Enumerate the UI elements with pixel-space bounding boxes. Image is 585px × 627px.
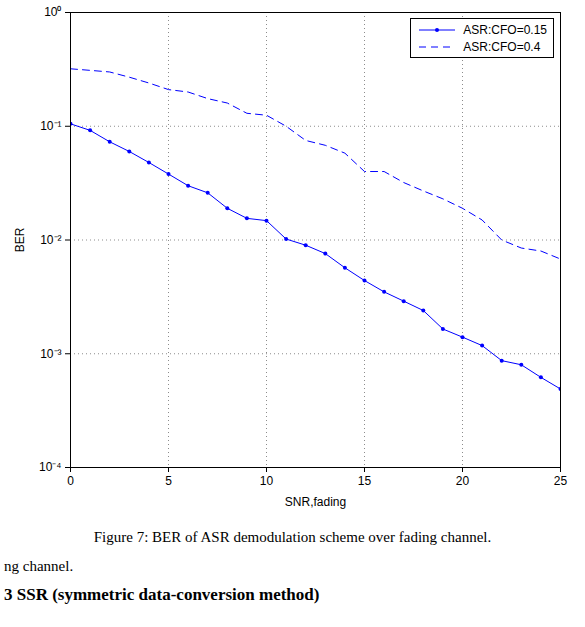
html-text:3 SSR (symmetric data-conversi: 3 SSR (symmetric data-conversion method) [4, 585, 320, 604]
svg-text:15: 15 [358, 474, 372, 488]
html-text:ng channel.: ng channel. [4, 558, 74, 574]
svg-text:20: 20 [456, 474, 470, 488]
svg-text:0: 0 [67, 474, 74, 488]
svg-text:10⁻³: 10⁻³ [40, 347, 61, 361]
svg-text:5: 5 [165, 474, 172, 488]
svg-text:10⁻⁴: 10⁻⁴ [39, 460, 62, 474]
svg-text:10⁰: 10⁰ [44, 5, 61, 19]
svg-text:BER: BER [13, 227, 27, 252]
html-text:Figure 7: BER of ASR demodulat: Figure 7: BER of ASR demodulation scheme… [93, 529, 492, 545]
svg-text:10⁻²: 10⁻² [40, 233, 61, 247]
svg-text:10⁻¹: 10⁻¹ [40, 119, 61, 133]
html-text:ASR:CFO=0.4: ASR:CFO=0.4 [463, 39, 541, 54]
svg-text:10: 10 [260, 474, 274, 488]
svg-text:SNR,fading: SNR,fading [285, 495, 346, 509]
svg-text:25: 25 [554, 474, 568, 488]
html-text:ASR:CFO=0.15: ASR:CFO=0.15 [463, 22, 547, 37]
